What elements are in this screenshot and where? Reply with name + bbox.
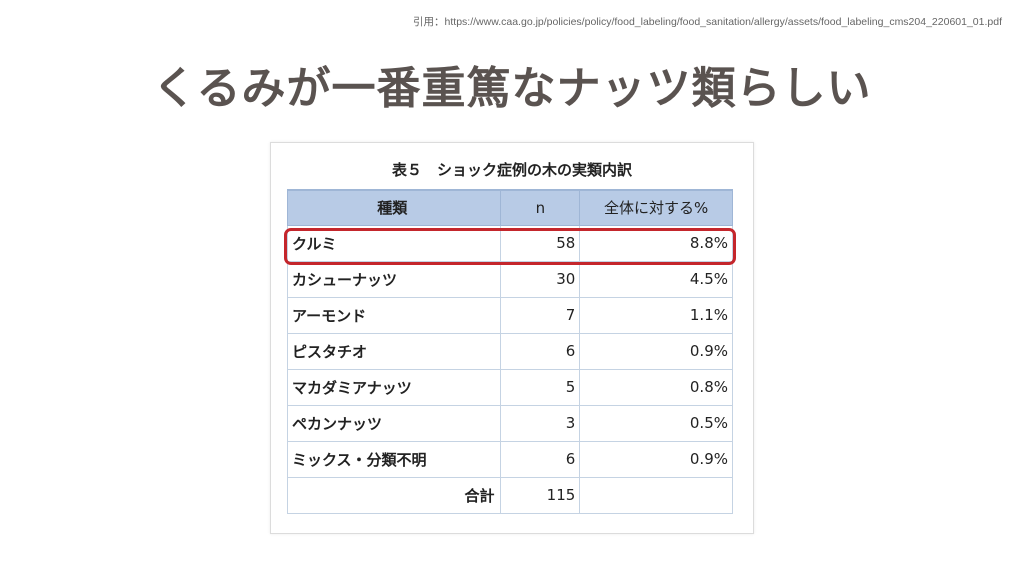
citation-url: 引用：https://www.caa.go.jp/policies/policy… xyxy=(413,16,1002,28)
table-row: ペカンナッツ 3 0.5% xyxy=(286,404,733,442)
total-label: 合計 xyxy=(286,476,502,514)
table-row: カシューナッツ 30 4.5% xyxy=(286,260,733,298)
row-n: 7 xyxy=(500,296,581,334)
table-row: クルミ 58 8.8% xyxy=(286,224,733,262)
row-name: ペカンナッツ xyxy=(286,404,502,442)
table-row: マカダミアナッツ 5 0.8% xyxy=(286,368,733,406)
row-percent: 0.5% xyxy=(579,404,733,442)
row-n: 3 xyxy=(500,404,581,442)
row-name: クルミ xyxy=(286,224,502,262)
row-percent: 1.1% xyxy=(579,296,733,334)
table-caption: 表５ ショック症例の木の実類内訳 xyxy=(391,161,632,179)
table-row: アーモンド 7 1.1% xyxy=(286,296,733,334)
row-name: ピスタチオ xyxy=(286,332,502,370)
total-percent xyxy=(579,476,733,514)
row-percent: 0.8% xyxy=(579,368,733,406)
row-name: ミックス・分類不明 xyxy=(286,440,502,478)
table-figure: 表５ ショック症例の木の実類内訳 種類 n 全体に対する% クルミ 58 8.8… xyxy=(270,142,754,534)
header-percent: 全体に対する% xyxy=(579,189,733,226)
row-percent: 0.9% xyxy=(579,332,733,370)
table-header-row: 種類 n 全体に対する% xyxy=(286,189,733,226)
row-n: 58 xyxy=(500,224,581,262)
row-n: 6 xyxy=(500,332,581,370)
table-total-row: 合計 115 xyxy=(286,476,733,514)
row-n: 6 xyxy=(500,440,581,478)
shock-cases-table: 種類 n 全体に対する% クルミ 58 8.8% カシューナッツ 30 4.5%… xyxy=(286,189,733,514)
header-type: 種類 xyxy=(286,189,502,226)
header-n: n xyxy=(500,189,581,226)
row-name: アーモンド xyxy=(286,296,502,334)
row-name: マカダミアナッツ xyxy=(286,368,502,406)
row-percent: 8.8% xyxy=(579,224,733,262)
row-name: カシューナッツ xyxy=(286,260,502,298)
table-row: ピスタチオ 6 0.9% xyxy=(286,332,733,370)
table-row: ミックス・分類不明 6 0.9% xyxy=(286,440,733,478)
row-n: 5 xyxy=(500,368,581,406)
row-percent: 4.5% xyxy=(579,260,733,298)
row-n: 30 xyxy=(500,260,581,298)
slide-title: くるみが一番重篤なナッツ類らしい xyxy=(152,63,872,114)
row-percent: 0.9% xyxy=(579,440,733,478)
total-n: 115 xyxy=(500,476,581,514)
